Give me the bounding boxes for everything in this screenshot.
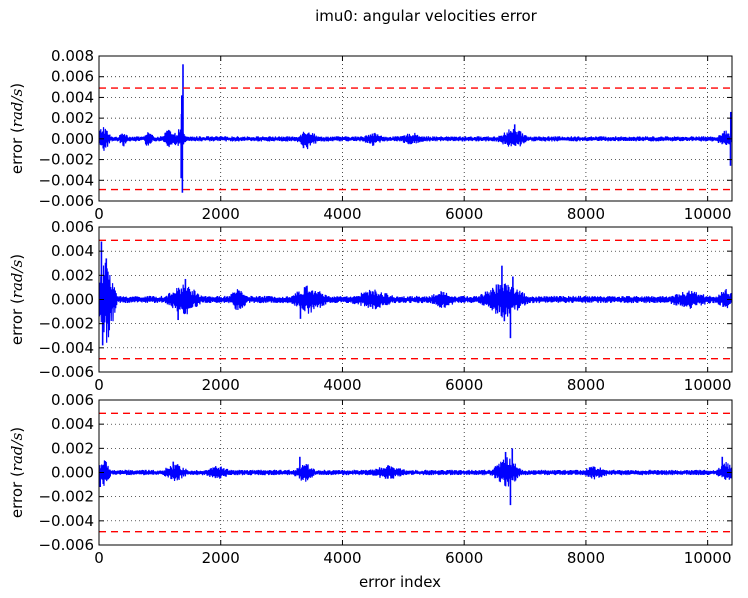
x-tick-label: 10000 (684, 376, 732, 394)
y-tick-label: −0.004 (38, 512, 94, 530)
y-axis-label: error (rad/s) (8, 83, 26, 174)
y-axis-label-close: ) (8, 254, 26, 260)
x-tick-label: 0 (94, 205, 104, 223)
y-axis-label: error (rad/s) (8, 427, 26, 518)
x-tick-label: 2000 (202, 376, 240, 394)
y-tick-label: −0.004 (38, 171, 94, 189)
y-tick-label: 0.004 (51, 242, 94, 260)
y-tick-label: −0.004 (38, 339, 94, 357)
y-tick-label: −0.002 (38, 151, 94, 169)
y-tick-label: −0.002 (38, 315, 94, 333)
y-tick-label: −0.002 (38, 488, 94, 506)
y-axis-label-close: ) (8, 427, 26, 433)
error-series-line (99, 262, 732, 343)
x-tick-label: 6000 (445, 376, 483, 394)
y-tick-label: −0.006 (38, 363, 94, 381)
y-tick-label: 0.006 (51, 68, 94, 86)
x-tick-label: 4000 (323, 205, 361, 223)
y-axis-label-prefix: error (8, 133, 26, 174)
x-axis-label: error index (359, 573, 441, 591)
y-axis-label-open: ( (8, 298, 26, 304)
y-tick-label: −0.006 (38, 192, 94, 210)
chart-title: imu0: angular velocities error (315, 7, 538, 25)
series-group (99, 448, 732, 506)
y-tick-label: 0.002 (51, 109, 94, 127)
x-tick-label: 2000 (202, 205, 240, 223)
x-tick-label: 8000 (567, 205, 605, 223)
y-axis-label: error (rad/s) (8, 254, 26, 345)
error-series-line (99, 457, 732, 487)
x-tick-label: 2000 (202, 549, 240, 567)
x-tick-label: 0 (94, 549, 104, 567)
y-tick-label: 0.002 (51, 439, 94, 457)
y-tick-label: 0.000 (51, 464, 94, 482)
x-tick-label: 10000 (684, 549, 732, 567)
x-tick-label: 6000 (445, 549, 483, 567)
x-tick-label: 8000 (567, 376, 605, 394)
y-axis-label-open: ( (8, 127, 26, 133)
y-tick-label: 0.004 (51, 88, 94, 106)
y-tick-label: 0.006 (51, 391, 94, 409)
y-axis-label-close: ) (8, 83, 26, 89)
x-tick-label: 10000 (684, 205, 732, 223)
series-group (99, 64, 732, 193)
y-tick-label: 0.006 (51, 218, 94, 236)
y-tick-label: 0.000 (51, 130, 94, 148)
y-tick-label: 0.008 (51, 47, 94, 65)
x-tick-label: 4000 (323, 549, 361, 567)
x-tick-label: 6000 (445, 205, 483, 223)
x-tick-label: 0 (94, 376, 104, 394)
y-axis-label-unit: rad/s (8, 259, 26, 298)
y-tick-label: 0.002 (51, 266, 94, 284)
y-tick-label: 0.000 (51, 291, 94, 309)
error-series-line (99, 127, 732, 151)
y-axis-label-prefix: error (8, 477, 26, 518)
series-group (99, 241, 732, 346)
plot-frame (98, 55, 733, 202)
y-axis-label-unit: rad/s (8, 432, 26, 471)
y-axis-label-prefix: error (8, 304, 26, 345)
subplot-1: 0.008 0.006 0.004 0.002 0.000 −0.002 −0.004 −0.… (8, 47, 733, 223)
x-tick-label: 8000 (567, 549, 605, 567)
y-axis-label-unit: rad/s (8, 88, 26, 127)
y-tick-label: 0.004 (51, 415, 94, 433)
x-tick-label: 4000 (323, 376, 361, 394)
y-axis-label-open: ( (8, 471, 26, 477)
y-tick-label: −0.006 (38, 536, 94, 554)
